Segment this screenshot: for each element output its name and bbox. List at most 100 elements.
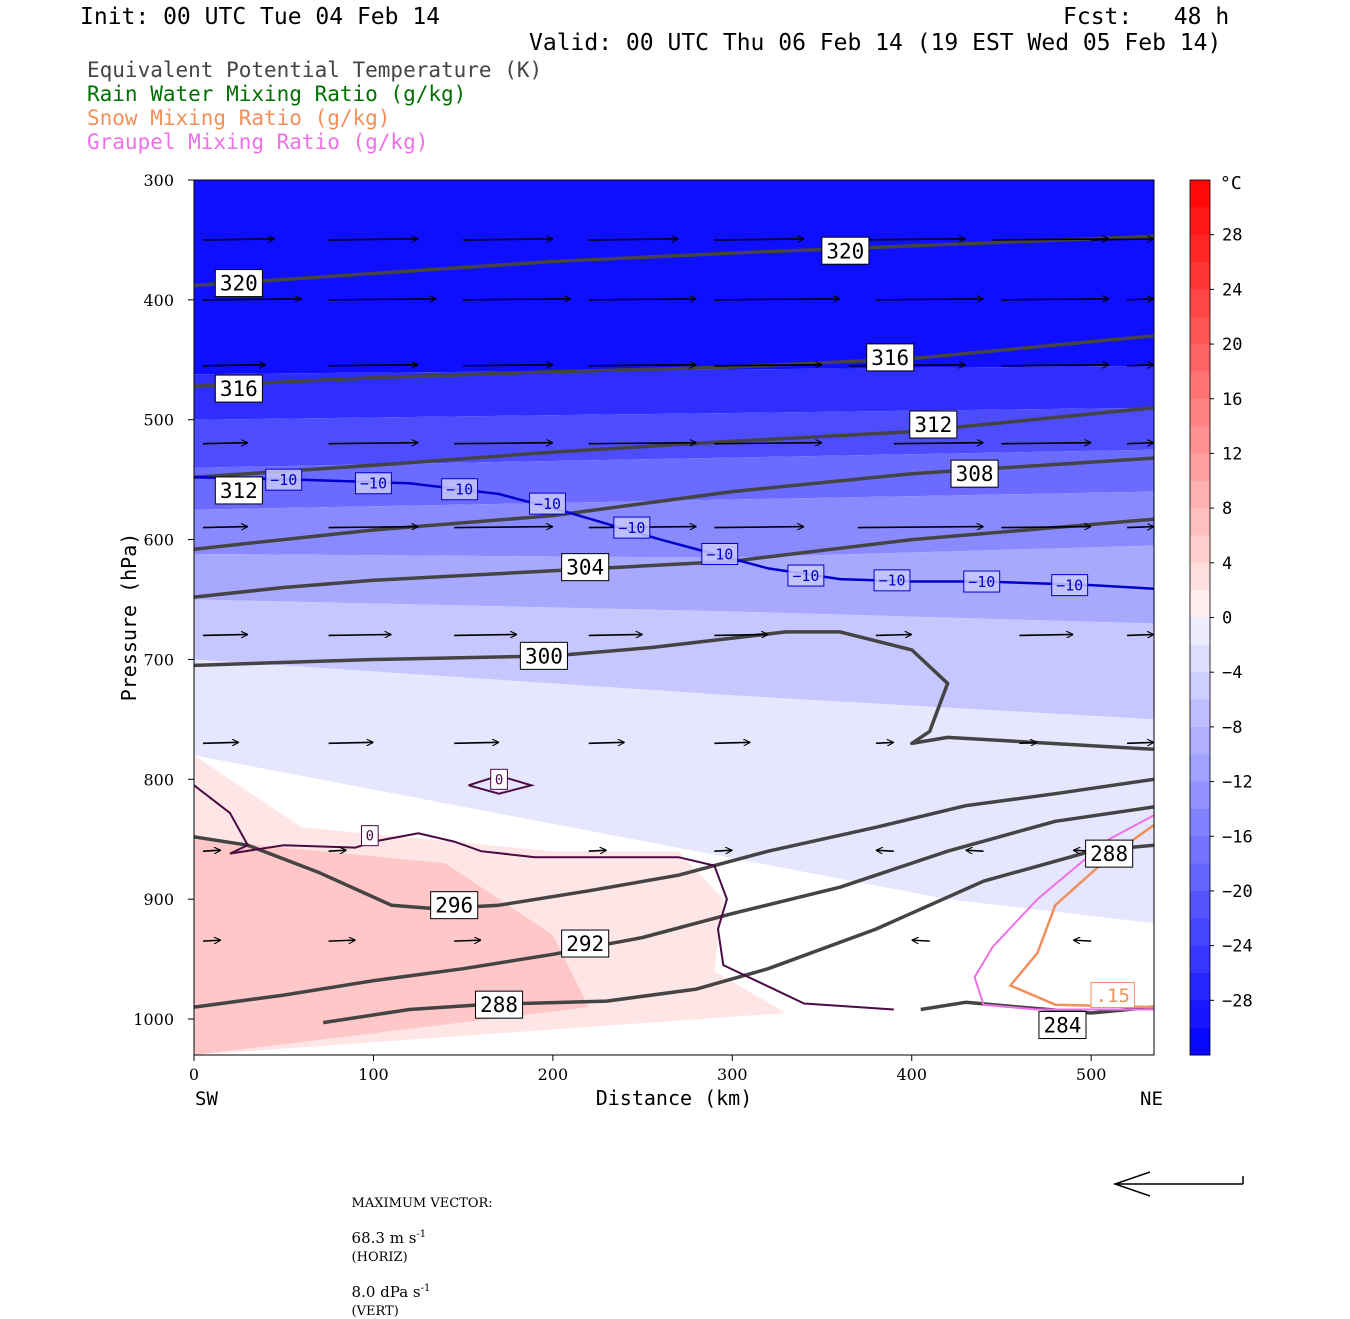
wind-vector bbox=[463, 365, 553, 366]
isotherm-minus10-label-text: −10 bbox=[878, 572, 905, 590]
colorbar-swatch bbox=[1190, 699, 1210, 728]
theta-e-label: 300 bbox=[519, 641, 568, 670]
cross-section-chart: 3203203163163123123083043002962922882882… bbox=[117, 171, 1253, 1197]
wind-vector bbox=[714, 742, 750, 743]
theta-e-label-box bbox=[214, 374, 263, 403]
colorbar-swatch bbox=[1190, 426, 1210, 454]
colorbar-swatch bbox=[1190, 808, 1210, 837]
wind-vector bbox=[1127, 742, 1154, 743]
colorbar-swatch bbox=[1190, 781, 1210, 810]
y-tick-label: 600 bbox=[143, 531, 174, 550]
wind-vector bbox=[714, 239, 804, 240]
theta-e-label: 288 bbox=[1085, 839, 1134, 868]
max-vector-horizontal-exponent: -1 bbox=[416, 1229, 427, 1240]
theta-e-contour bbox=[194, 517, 1154, 599]
wind-vector-layer bbox=[202, 239, 1154, 941]
theta-e-label-text: 316 bbox=[871, 346, 909, 370]
wind-vector bbox=[328, 365, 419, 366]
legend-theta-e: Equivalent Potential Temperature (K) bbox=[87, 58, 543, 82]
wind-vector bbox=[1001, 299, 1109, 300]
wind-vector bbox=[1073, 940, 1092, 941]
x-tick-label: 500 bbox=[1076, 1065, 1107, 1084]
colorbar-swatch bbox=[1190, 344, 1210, 372]
isotherm-minus10-label-box bbox=[265, 468, 303, 491]
isotherm-zero bbox=[468, 774, 536, 795]
colorbar-tick-label: 28 bbox=[1222, 226, 1242, 246]
theta-e-label-text: 312 bbox=[220, 479, 258, 503]
wind-vector bbox=[893, 443, 984, 444]
wind-vector bbox=[857, 527, 984, 528]
wind-vector bbox=[966, 850, 984, 851]
theta-e-label-text: 316 bbox=[220, 377, 258, 401]
colorbar-swatch bbox=[1190, 644, 1210, 673]
colorbar-swatch bbox=[1190, 234, 1210, 263]
y-tick-label: 700 bbox=[143, 650, 174, 669]
colorbar-swatch bbox=[1190, 398, 1210, 427]
colorbar-swatch bbox=[1190, 316, 1210, 345]
colorbar-swatch bbox=[1190, 562, 1210, 591]
theta-e-label-box bbox=[214, 476, 263, 505]
colorbar-swatch bbox=[1190, 289, 1210, 318]
wind-vector bbox=[992, 239, 1110, 240]
theta-e-label-text: 320 bbox=[826, 239, 864, 263]
wind-vector bbox=[202, 239, 275, 240]
wind-vector bbox=[876, 850, 894, 851]
wind-vector bbox=[1001, 365, 1109, 366]
theta-e-label: 312 bbox=[909, 410, 958, 439]
isotherm-minus10-label-text: −10 bbox=[1056, 577, 1083, 595]
wind-vector bbox=[202, 940, 221, 941]
max-vector-vertical-unit: (VERT) bbox=[351, 1304, 399, 1319]
colorbar-swatch bbox=[1190, 180, 1210, 208]
wind-vector bbox=[1127, 527, 1154, 528]
theta-e-label: 292 bbox=[561, 929, 610, 958]
isotherm-zero bbox=[194, 784, 894, 1011]
isotherm-minus10-label: −10 bbox=[701, 542, 739, 565]
colorbar-swatch bbox=[1190, 726, 1210, 755]
snow-contour-label-box bbox=[1090, 982, 1135, 1009]
y-tick-label: 400 bbox=[143, 291, 174, 310]
wind-vector bbox=[1001, 443, 1091, 444]
legend-snow: Snow Mixing Ratio (g/kg) bbox=[87, 106, 391, 130]
colorbar-swatch bbox=[1190, 617, 1210, 646]
theta-e-label: 288 bbox=[475, 990, 524, 1019]
wind-vector bbox=[1019, 742, 1037, 743]
wind-vector bbox=[328, 299, 437, 300]
max-vector-label: MAXIMUM VECTOR: bbox=[351, 1196, 493, 1211]
wind-vector bbox=[202, 365, 266, 366]
theta-e-label-text: 288 bbox=[480, 993, 518, 1017]
temperature-shading bbox=[194, 180, 1154, 1055]
wind-vector bbox=[328, 634, 392, 635]
legend-graupel: Graupel Mixing Ratio (g/kg) bbox=[87, 130, 429, 154]
x-axis-right-end-label: NE bbox=[1140, 1088, 1163, 1110]
wind-vector bbox=[714, 634, 768, 635]
theta-e-label: 316 bbox=[214, 374, 263, 403]
colorbar-swatch bbox=[1190, 453, 1210, 482]
theta-e-label-box bbox=[821, 236, 870, 265]
wind-vector bbox=[714, 365, 822, 366]
temperature-band bbox=[194, 599, 1154, 720]
isotherm-minus10-label-box bbox=[529, 492, 566, 515]
isotherm-minus10-label: −10 bbox=[873, 569, 911, 592]
y-tick-label: 800 bbox=[143, 770, 174, 789]
legend-rain: Rain Water Mixing Ratio (g/kg) bbox=[87, 82, 467, 106]
wind-vector bbox=[202, 634, 248, 635]
wind-vector bbox=[912, 940, 930, 941]
wind-vector bbox=[588, 850, 607, 851]
max-vector-horizontal: 68.3 m s bbox=[351, 1229, 417, 1247]
wind-vector bbox=[328, 742, 374, 743]
axes: 0 100 200 300 400 500 300 400 500 600 700 800 900 100… bbox=[133, 171, 1106, 1084]
isotherm-zero-label-text: 0 bbox=[495, 772, 503, 788]
wind-vector bbox=[714, 850, 732, 851]
isotherm-minus10-label-box bbox=[963, 570, 1001, 593]
temperature-band bbox=[194, 365, 1154, 420]
wind-vector bbox=[454, 742, 499, 743]
colorbar-swatch bbox=[1190, 371, 1210, 400]
temperature-colorbar: 28 24 20 16 12 8 4 0 −4 −8 −12 −16 −20 −24 −28 bbox=[1189, 179, 1253, 1056]
theta-e-label-box bbox=[214, 269, 263, 298]
max-vector-reference-arrow bbox=[1112, 1171, 1244, 1197]
isotherm-minus10-label-text: −10 bbox=[792, 567, 819, 585]
y-axis-label: Pressure (hPa) bbox=[117, 533, 141, 702]
isotherm-zero-label: 0 bbox=[490, 768, 508, 790]
colorbar-swatch bbox=[1190, 207, 1210, 236]
snow-contour-label: .15 bbox=[1090, 982, 1135, 1009]
